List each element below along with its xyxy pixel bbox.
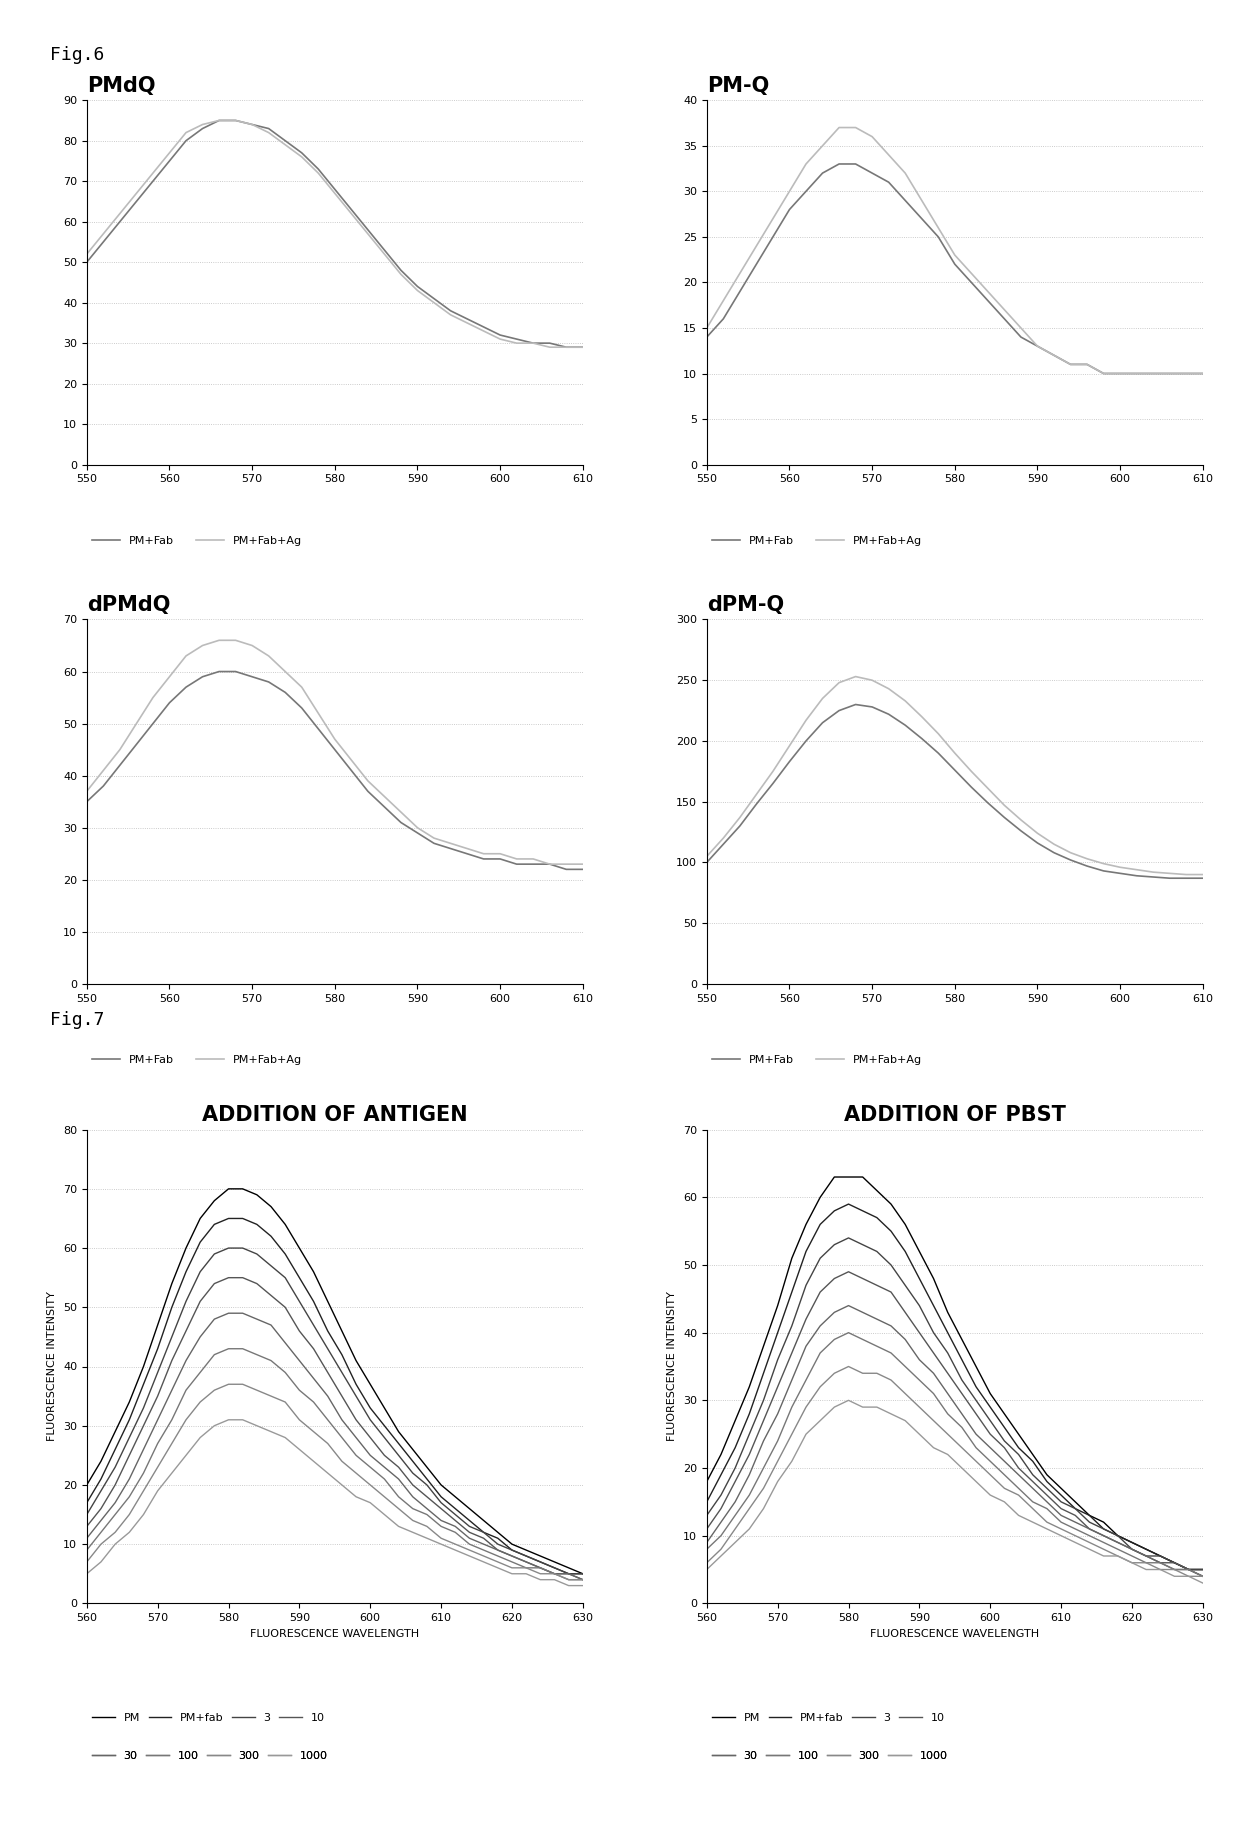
Text: Fig.7: Fig.7 bbox=[50, 1011, 104, 1029]
Legend: PM+Fab, PM+Fab+Ag: PM+Fab, PM+Fab+Ag bbox=[712, 536, 923, 547]
Text: PMdQ: PMdQ bbox=[87, 77, 155, 97]
Legend: PM+Fab, PM+Fab+Ag: PM+Fab, PM+Fab+Ag bbox=[92, 1055, 303, 1066]
Legend: 30, 100, 300, 1000: 30, 100, 300, 1000 bbox=[712, 1751, 947, 1762]
Text: Fig.6: Fig.6 bbox=[50, 46, 104, 64]
Text: dPMdQ: dPMdQ bbox=[87, 596, 170, 616]
Legend: PM+Fab, PM+Fab+Ag: PM+Fab, PM+Fab+Ag bbox=[712, 1055, 923, 1066]
Title: ADDITION OF PBST: ADDITION OF PBST bbox=[844, 1106, 1065, 1126]
Y-axis label: FLUORESCENCE INTENSITY: FLUORESCENCE INTENSITY bbox=[667, 1292, 677, 1441]
Legend: 30, 100, 300, 1000: 30, 100, 300, 1000 bbox=[92, 1751, 327, 1762]
Text: PM-Q: PM-Q bbox=[707, 77, 769, 97]
X-axis label: FLUORESCENCE WAVELENGTH: FLUORESCENCE WAVELENGTH bbox=[250, 1629, 419, 1638]
Title: ADDITION OF ANTIGEN: ADDITION OF ANTIGEN bbox=[202, 1106, 467, 1126]
Text: dPM-Q: dPM-Q bbox=[707, 596, 784, 616]
Legend: PM+Fab, PM+Fab+Ag: PM+Fab, PM+Fab+Ag bbox=[92, 536, 303, 547]
X-axis label: FLUORESCENCE WAVELENGTH: FLUORESCENCE WAVELENGTH bbox=[870, 1629, 1039, 1638]
Y-axis label: FLUORESCENCE INTENSITY: FLUORESCENCE INTENSITY bbox=[47, 1292, 57, 1441]
